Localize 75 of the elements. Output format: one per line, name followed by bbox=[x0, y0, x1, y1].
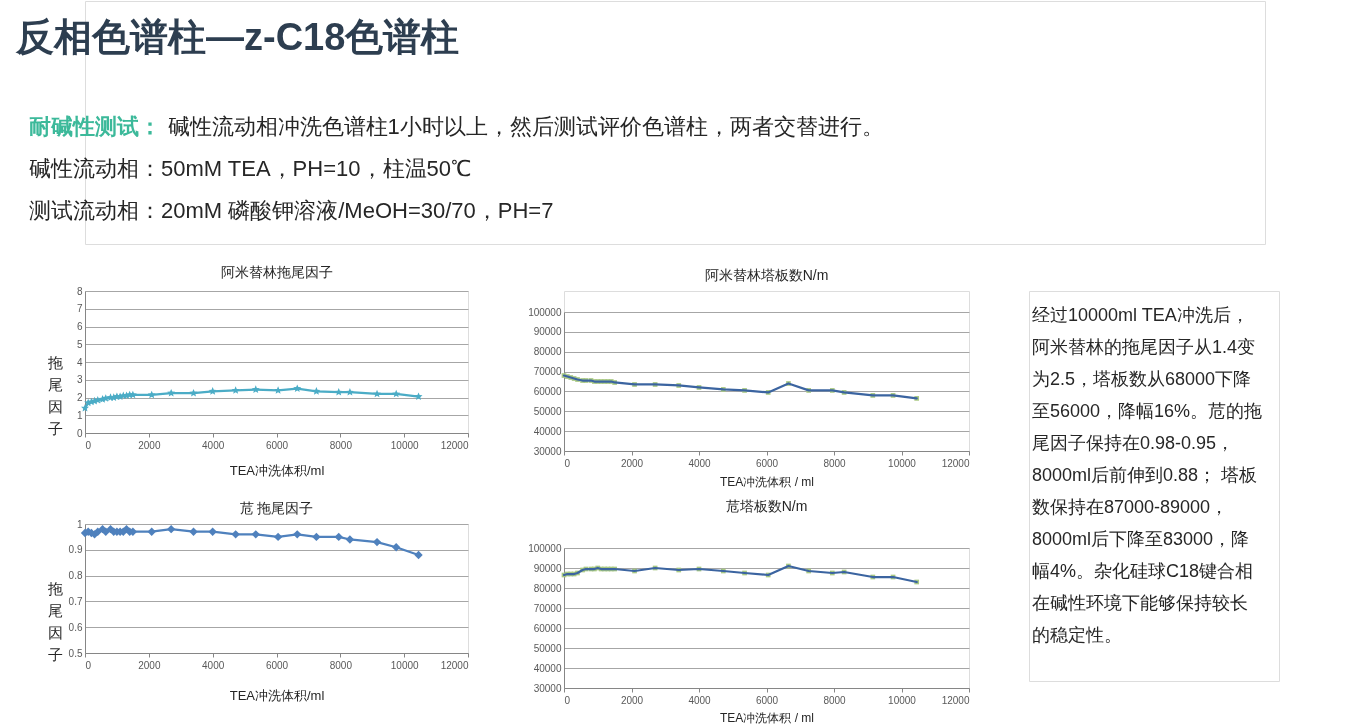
y-tick-label: 90000 bbox=[533, 562, 562, 574]
x-tick-label: 10000 bbox=[888, 694, 917, 706]
y-tick-label: 90000 bbox=[533, 326, 562, 338]
x-tick-label: 4000 bbox=[202, 439, 225, 451]
y-tick-label: 30000 bbox=[533, 682, 562, 694]
y-tick-label: 60000 bbox=[533, 622, 562, 634]
y-tick-label: 30000 bbox=[533, 445, 562, 457]
text: 碱性流动相：50mM TEA，PH=10，柱温50℃ bbox=[29, 156, 471, 181]
x-tick-label: 4000 bbox=[202, 659, 225, 671]
x-axis-title: TEA冲洗体积 / ml bbox=[719, 474, 815, 489]
x-tick-label: 4000 bbox=[688, 457, 712, 469]
x-tick-label: 6000 bbox=[755, 694, 779, 706]
x-tick-label: 12000 bbox=[440, 659, 469, 671]
y-tick-label: 0.9 bbox=[68, 544, 83, 556]
y-tick-label: 0.5 bbox=[68, 647, 83, 659]
x-tick-label: 6000 bbox=[265, 439, 289, 451]
chart-title: 苊 拖尾因子 bbox=[239, 500, 314, 516]
x-tick-label: 4000 bbox=[688, 694, 712, 706]
x-tick-label: 8000 bbox=[329, 659, 353, 671]
x-tick-label: 2000 bbox=[620, 694, 644, 706]
x-tick-label: 12000 bbox=[440, 439, 469, 451]
x-tick-label: 0 bbox=[85, 659, 92, 671]
y-tick-label: 3 bbox=[76, 374, 83, 386]
y-tick-label: 7 bbox=[76, 303, 83, 315]
y-tick-label: 1 bbox=[76, 409, 83, 421]
x-tick-label: 2000 bbox=[138, 439, 161, 451]
y-tick-label: 0 bbox=[76, 427, 83, 439]
x-axis-title: TEA冲洗体积/ml bbox=[229, 462, 325, 478]
y-tick-label: 80000 bbox=[533, 346, 562, 358]
x-tick-label: 10000 bbox=[390, 439, 420, 451]
y-tick-label: 70000 bbox=[533, 602, 562, 614]
text: 碱性流动相冲洗色谱柱1小时以上，然后测试评价色谱柱，两者交替进行。 bbox=[167, 114, 884, 139]
y-tick-label: 8 bbox=[76, 285, 83, 297]
x-tick-label: 8000 bbox=[823, 457, 847, 469]
x-tick-label: 2000 bbox=[138, 659, 161, 671]
y-tick-label: 70000 bbox=[533, 366, 562, 378]
y-tick-label: 0.7 bbox=[68, 595, 83, 607]
x-tick-label: 12000 bbox=[941, 457, 970, 469]
y-tick-label: 60000 bbox=[533, 385, 562, 397]
y-axis-title: 拖尾因子 bbox=[47, 580, 63, 663]
text: 反相色谱柱—z-C18色谱柱 bbox=[15, 16, 460, 58]
y-tick-label: 1 bbox=[76, 518, 83, 530]
y-axis-title: 拖尾因子 bbox=[47, 353, 63, 437]
y-tick-label: 4 bbox=[76, 356, 83, 368]
y-tick-label: 50000 bbox=[533, 405, 562, 417]
chart-title: 阿米替林拖尾因子 bbox=[220, 264, 333, 280]
x-tick-label: 0 bbox=[564, 457, 571, 469]
x-tick-label: 8000 bbox=[823, 694, 847, 706]
y-tick-label: 6 bbox=[76, 321, 83, 332]
x-axis-title: TEA冲洗体积/ml bbox=[229, 687, 325, 703]
y-tick-label: 5 bbox=[76, 338, 83, 350]
x-tick-label: 6000 bbox=[265, 659, 289, 671]
chart-title: 阿米替林塔板数N/m bbox=[704, 267, 829, 283]
x-tick-label: 12000 bbox=[941, 694, 970, 706]
chart-title: 苊塔板数N/m bbox=[725, 498, 808, 514]
y-tick-label: 100000 bbox=[528, 306, 562, 318]
x-tick-label: 0 bbox=[564, 694, 571, 706]
text: 测试流动相：20mM 磷酸钾溶液/MeOH=30/70，PH=7 bbox=[29, 198, 554, 223]
y-tick-label: 0.6 bbox=[68, 621, 83, 633]
x-axis-title: TEA冲洗体积 / ml bbox=[719, 710, 815, 725]
x-tick-label: 6000 bbox=[755, 457, 779, 469]
x-tick-label: 10000 bbox=[390, 659, 420, 671]
y-tick-label: 100000 bbox=[528, 542, 562, 554]
x-tick-label: 2000 bbox=[620, 457, 644, 469]
text: 经过10000ml TEA冲洗后，阿米替林的拖尾因子从1.4变为2.5，塔板数从68000下降至56000，降幅16%。苊的拖尾因子保持在0.98-0.95，8000ml后前伸到0.88； 塔板数保持在87000-89000，8000ml后下降至83000，降幅4%。杂化硅球C18键合相在碱性环境下能够保持较长的稳定性。 bbox=[1032, 305, 1263, 645]
y-tick-label: 50000 bbox=[533, 642, 562, 654]
y-tick-label: 2 bbox=[76, 392, 83, 403]
x-tick-label: 10000 bbox=[888, 457, 917, 469]
y-tick-label: 40000 bbox=[533, 425, 562, 437]
x-tick-label: 8000 bbox=[329, 439, 353, 451]
x-tick-label: 0 bbox=[85, 439, 92, 451]
y-tick-label: 40000 bbox=[533, 662, 562, 674]
y-tick-label: 0.8 bbox=[68, 570, 83, 582]
text: 耐碱性测试： bbox=[29, 114, 161, 139]
y-tick-label: 80000 bbox=[533, 582, 562, 594]
